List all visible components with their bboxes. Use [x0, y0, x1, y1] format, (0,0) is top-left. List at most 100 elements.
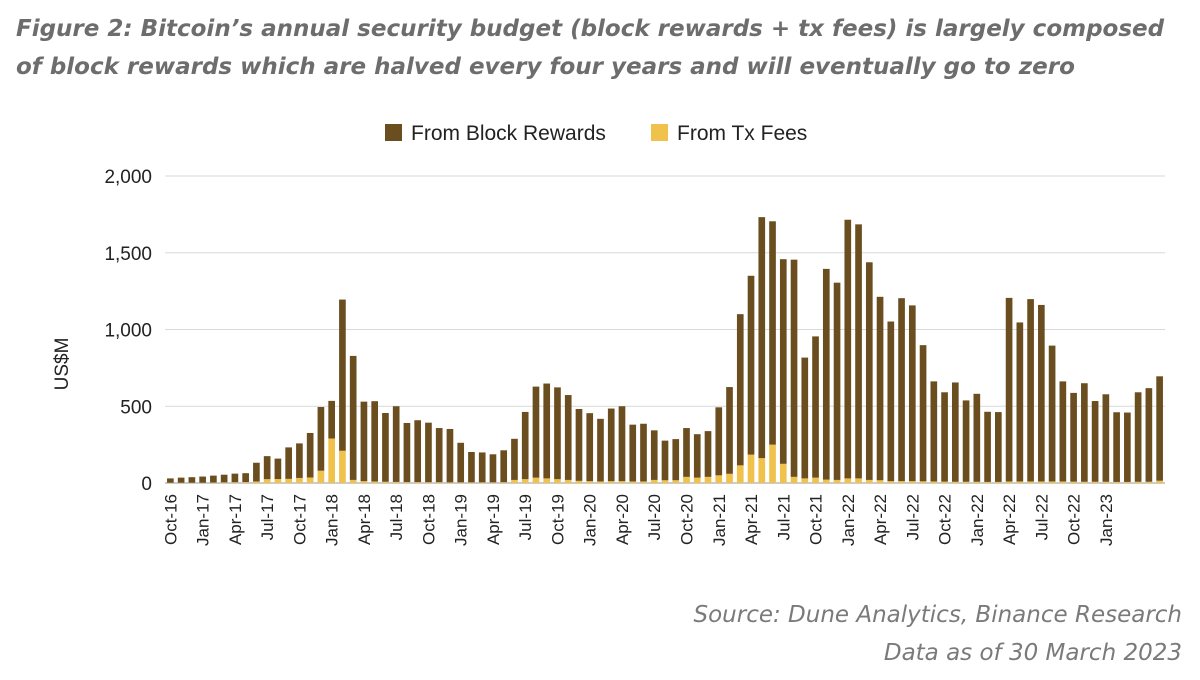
- bar-block-rewards: [457, 442, 465, 483]
- bar-block-rewards: [586, 413, 594, 482]
- bar-block-rewards: [1091, 401, 1099, 482]
- bar-tx-fees: [919, 481, 927, 483]
- bar-block-rewards: [973, 393, 981, 482]
- gridlines: [165, 175, 1165, 484]
- bar-block-rewards: [317, 407, 325, 471]
- bar-block-rewards: [564, 395, 572, 480]
- bar-tx-fees: [263, 479, 271, 483]
- bar-block-rewards: [199, 476, 206, 483]
- x-tick-label: Oct-20: [678, 494, 697, 545]
- x-tick-label: Apr-20: [613, 494, 632, 545]
- bar-block-rewards: [930, 381, 938, 482]
- bar-block-rewards: [446, 428, 454, 483]
- legend-swatch-tx-fees: [651, 124, 668, 141]
- bar-tx-fees: [554, 479, 561, 483]
- bar-tx-fees: [349, 479, 357, 483]
- bar-tx-fees: [317, 470, 325, 483]
- bar-tx-fees: [220, 482, 228, 483]
- bar-tx-fees: [876, 480, 884, 483]
- bar-block-rewards: [855, 224, 862, 479]
- legend-label-block-rewards: From Block Rewards: [411, 122, 606, 145]
- bar-block-rewards: [876, 296, 884, 481]
- bar-tx-fees: [1059, 481, 1067, 483]
- bar-tx-fees: [468, 482, 475, 483]
- bar-block-rewards: [1059, 381, 1067, 482]
- bar-tx-fees: [564, 479, 572, 483]
- bar-block-rewards: [210, 475, 217, 483]
- bar-tx-fees: [812, 477, 819, 483]
- bar-block-rewards: [715, 407, 723, 476]
- bar-tx-fees: [607, 481, 615, 483]
- bar-tx-fees: [242, 482, 249, 483]
- bar-tx-fees: [887, 481, 895, 483]
- bar-block-rewards: [231, 473, 239, 483]
- x-tick-label: Apr-19: [484, 494, 503, 545]
- figure-title: Figure 2: Bitcoin’s annual security budg…: [16, 16, 1165, 80]
- bar-tx-fees: [790, 476, 798, 483]
- bar-block-rewards: [296, 443, 303, 478]
- bar-block-rewards: [801, 357, 809, 479]
- bar-block-rewards: [435, 428, 443, 483]
- bar-block-rewards: [661, 440, 669, 481]
- bar-tx-fees: [1038, 481, 1045, 483]
- bar-tx-fees: [930, 481, 938, 483]
- bar-tx-fees: [661, 480, 669, 483]
- bar-block-rewards: [1124, 412, 1131, 482]
- bar-tx-fees: [995, 481, 1002, 483]
- bar-tx-fees: [1124, 481, 1131, 483]
- x-tick-label: Apr-18: [355, 494, 374, 545]
- bar-block-rewards: [414, 420, 422, 483]
- bar-block-rewards: [704, 431, 712, 477]
- bar-tx-fees: [403, 482, 411, 483]
- bar-block-rewards: [822, 268, 830, 480]
- bar-tx-fees: [1145, 481, 1153, 483]
- bar-block-rewards: [253, 462, 260, 482]
- bar-block-rewards: [1134, 392, 1142, 482]
- x-tick-label: Apr-17: [226, 494, 245, 545]
- bar-block-rewards: [629, 424, 637, 482]
- bar-tx-fees: [747, 454, 755, 483]
- bar-block-rewards: [242, 473, 249, 483]
- bar-block-rewards: [306, 432, 314, 478]
- bar-block-rewards: [736, 314, 744, 466]
- bar-block-rewards: [1005, 297, 1013, 482]
- y-tick-label: 1,000: [104, 321, 152, 342]
- bar-block-rewards: [1048, 345, 1056, 482]
- bar-block-rewards: [779, 259, 787, 464]
- bar-block-rewards: [468, 451, 475, 483]
- bar-tx-fees: [801, 478, 809, 483]
- bar-block-rewards: [177, 477, 185, 483]
- bar-block-rewards: [1156, 376, 1163, 481]
- bar-tx-fees: [521, 479, 529, 483]
- bar-block-rewards: [349, 355, 357, 480]
- bars: [167, 217, 1163, 483]
- bar-block-rewards: [941, 392, 948, 482]
- bar-tx-fees: [328, 438, 335, 483]
- bar-tx-fees: [650, 479, 658, 483]
- bar-tx-fees: [1113, 481, 1120, 483]
- bar-tx-fees: [726, 473, 733, 483]
- bar-tx-fees: [951, 481, 959, 483]
- bar-block-rewards: [683, 428, 690, 477]
- bar-tx-fees: [435, 482, 443, 483]
- bar-block-rewards: [962, 400, 970, 482]
- bar-block-rewards: [220, 474, 228, 483]
- x-tick-label: Apr-22: [1000, 494, 1019, 545]
- x-tick-label: Jul-22: [903, 494, 922, 540]
- bar-tx-fees: [1102, 481, 1110, 483]
- bar-block-rewards: [790, 259, 798, 477]
- bar-tx-fees: [640, 481, 647, 483]
- bar-tx-fees: [758, 458, 766, 483]
- bar-block-rewards: [1070, 392, 1077, 482]
- bar-tx-fees: [586, 481, 594, 483]
- x-tick-label: Jan-20: [581, 494, 600, 546]
- bar-block-rewards: [898, 298, 905, 482]
- bar-block-rewards: [672, 439, 680, 481]
- bar-block-rewards: [382, 413, 389, 482]
- bar-block-rewards: [865, 262, 873, 480]
- bar-block-rewards: [995, 412, 1002, 482]
- bar-block-rewards: [908, 305, 916, 482]
- x-tick-label: Oct-17: [290, 494, 309, 545]
- bar-tx-fees: [339, 450, 346, 483]
- bar-block-rewards: [726, 387, 733, 474]
